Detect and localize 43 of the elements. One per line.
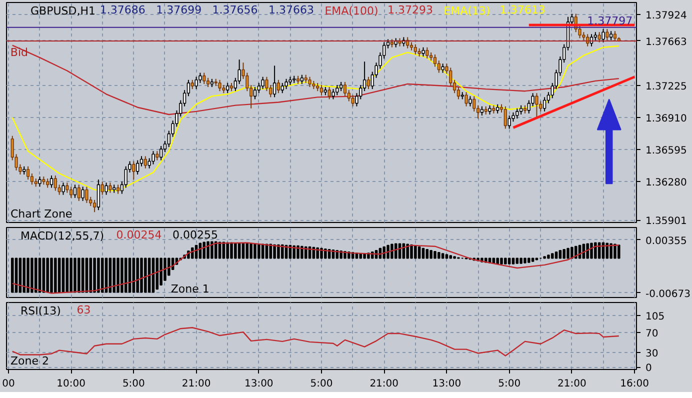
annotation: 0.00255	[172, 228, 218, 242]
ref-line-label: Bid	[10, 46, 28, 59]
annotation: 1.37613	[500, 4, 546, 16]
x-tick-label: 5:00	[498, 378, 521, 390]
y-tick-label: 1.36595	[646, 146, 687, 157]
x-tick-label: 13:00	[432, 378, 462, 390]
y-tick-label: 1.36910	[646, 114, 687, 125]
x-tick-label: 5:00	[122, 378, 145, 390]
annotation: Zone 1	[170, 282, 210, 296]
x-tick-label: 10:00	[56, 378, 86, 390]
x-tick-label: 21:00	[558, 378, 586, 390]
x-tick-label: 21:00	[182, 378, 211, 390]
y-tick-label: 1.35901	[646, 216, 687, 228]
annotation: 1.37656	[212, 4, 258, 16]
y-tick-label: 1.37225	[646, 81, 687, 92]
x-tick-label: 16:00	[620, 378, 649, 390]
y-tick-label: 1.37924	[646, 10, 687, 22]
chart-title: RSI(13)	[20, 304, 61, 318]
chart-title: GBPUSD,H1	[30, 4, 96, 18]
x-tick-label: 13:00	[244, 378, 274, 390]
y-tick-label: 30	[646, 348, 658, 360]
y-tick-label: 105	[646, 311, 665, 322]
x-tick-label: 5:00	[310, 378, 333, 390]
y-tick-label: 0	[646, 363, 652, 374]
y-tick-label: -0.00673	[646, 288, 690, 300]
annotation: 0.00254	[116, 228, 162, 242]
y-tick-label: 70	[646, 328, 658, 340]
y-tick-label: 1.37663	[646, 36, 687, 48]
annotation: Zone 2	[10, 354, 49, 368]
y-tick-label: 0.00355	[646, 236, 687, 247]
ref-line-label: 1.37797	[587, 14, 633, 28]
annotation: 1.37293	[388, 4, 433, 16]
annotation: 1.37663	[268, 4, 314, 16]
x-tick-label: 00	[2, 378, 15, 390]
annotation: 63	[76, 304, 91, 316]
annotation: 1.37686	[100, 4, 146, 16]
annotation: 1.37699	[156, 4, 202, 16]
text: EMA(13)	[444, 4, 490, 18]
x-tick-label: 21:00	[370, 378, 399, 390]
chart-title: MACD(12,55,7)	[20, 230, 104, 242]
annotation: Chart Zone	[10, 208, 72, 220]
y-tick-label: 1.36280	[646, 178, 687, 189]
text: EMA(100)	[324, 4, 378, 18]
